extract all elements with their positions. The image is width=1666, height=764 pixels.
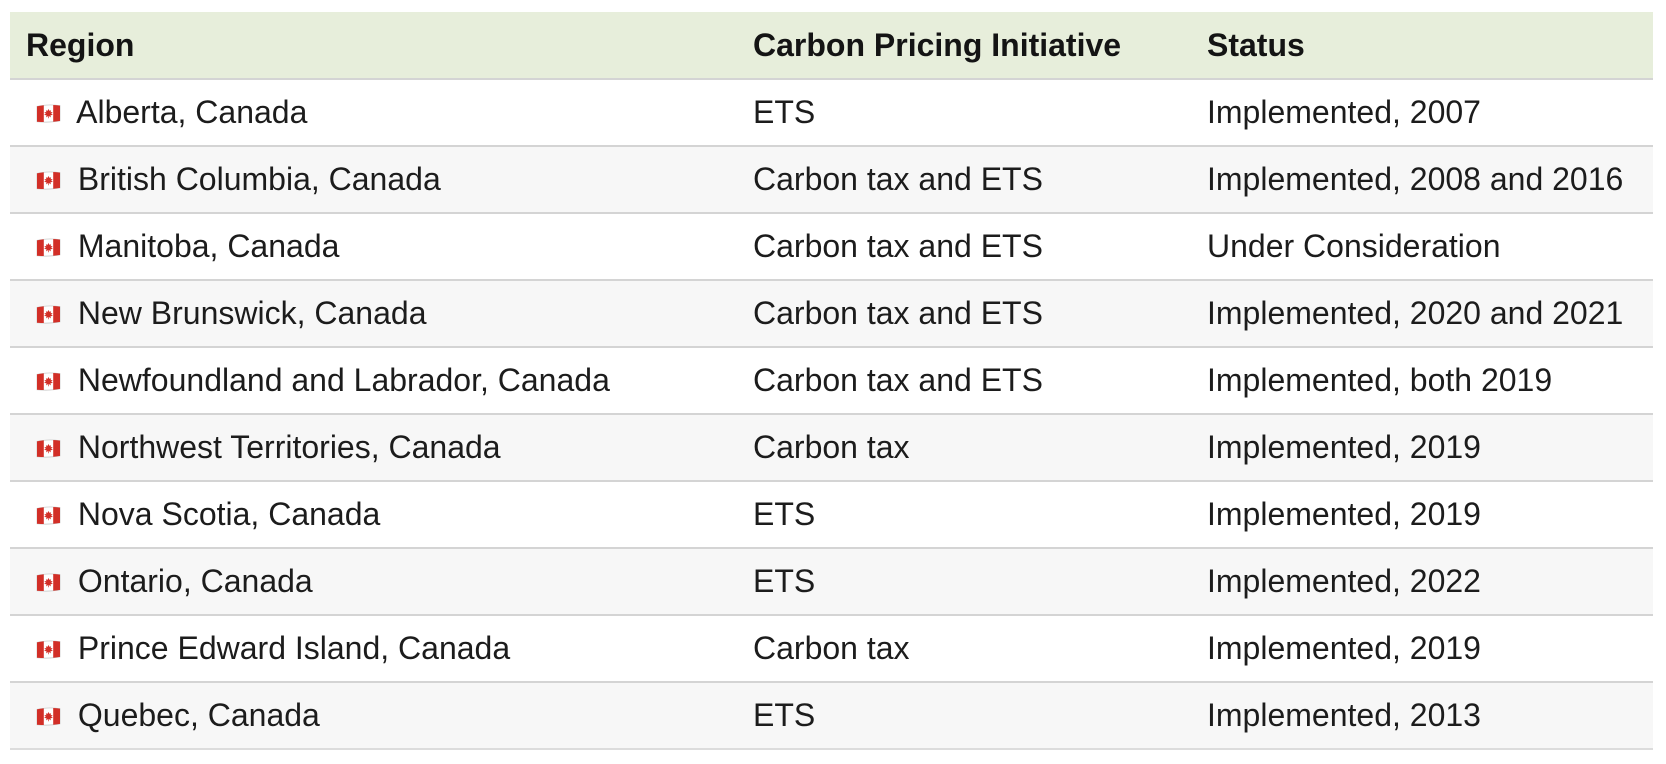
region-label: Prince Edward Island, Canada — [77, 630, 511, 666]
initiative-cell: ETS — [753, 496, 816, 532]
initiative-cell: Carbon tax — [753, 630, 910, 666]
region-cell: Manitoba, Canada — [10, 213, 737, 280]
table-row: Northwest Territories, Canada Carbon tax… — [10, 414, 1653, 481]
canada-flag-icon — [36, 707, 61, 726]
table-row: Alberta, Canada ETS Implemented, 2007 — [10, 79, 1653, 146]
region-cell: Quebec, Canada — [10, 682, 737, 749]
region-cell: Newfoundland and Labrador, Canada — [10, 347, 737, 414]
initiative-cell: ETS — [753, 94, 816, 130]
initiative-cell: ETS — [753, 563, 816, 599]
initiative-cell: ETS — [753, 697, 816, 733]
status-cell: Implemented, 2019 — [1207, 429, 1481, 465]
canada-flag-icon — [36, 238, 61, 257]
region-label: Newfoundland and Labrador, Canada — [77, 362, 610, 398]
initiative-cell: Carbon tax and ETS — [753, 362, 1043, 398]
canada-flag-icon — [36, 640, 61, 659]
canada-flag-icon — [36, 506, 61, 525]
table-header: Region Carbon Pricing Initiative Status — [10, 12, 1653, 79]
column-header-region: Region — [10, 12, 737, 79]
region-cell: Nova Scotia, Canada — [10, 481, 737, 548]
initiative-cell: Carbon tax and ETS — [753, 295, 1043, 331]
status-cell: Under Consideration — [1207, 228, 1501, 264]
region-label: Northwest Territories, Canada — [77, 429, 501, 465]
table-row: Newfoundland and Labrador, Canada Carbon… — [10, 347, 1653, 414]
column-header-initiative: Carbon Pricing Initiative — [737, 12, 1191, 79]
region-label: Quebec, Canada — [77, 697, 320, 733]
region-label: Nova Scotia, Canada — [77, 496, 381, 532]
region-cell: Prince Edward Island, Canada — [10, 615, 737, 682]
carbon-pricing-table: Region Carbon Pricing Initiative Status — [10, 12, 1653, 750]
canada-flag-icon — [36, 171, 61, 190]
table-body: Alberta, Canada ETS Implemented, 2007 — [10, 79, 1653, 749]
table-row: Manitoba, Canada Carbon tax and ETS Unde… — [10, 213, 1653, 280]
canada-flag-icon — [36, 439, 61, 458]
table-row: British Columbia, Canada Carbon tax and … — [10, 146, 1653, 213]
region-cell: Northwest Territories, Canada — [10, 414, 737, 481]
column-header-status: Status — [1191, 12, 1653, 79]
initiative-cell: Carbon tax and ETS — [753, 228, 1043, 264]
region-cell: Ontario, Canada — [10, 548, 737, 615]
region-label: Alberta, Canada — [76, 94, 308, 130]
region-label: New Brunswick, Canada — [77, 295, 427, 331]
region-cell: New Brunswick, Canada — [10, 280, 737, 347]
region-label: Ontario, Canada — [77, 563, 313, 599]
status-cell: Implemented, 2019 — [1207, 496, 1481, 532]
status-cell: Implemented, 2019 — [1207, 630, 1481, 666]
status-cell: Implemented, 2013 — [1207, 697, 1481, 733]
region-cell: Alberta, Canada — [10, 79, 737, 146]
region-label: British Columbia, Canada — [77, 161, 441, 197]
canada-flag-icon — [36, 573, 61, 592]
region-label: Manitoba, Canada — [77, 228, 340, 264]
initiative-cell: Carbon tax and ETS — [753, 161, 1043, 197]
status-cell: Implemented, 2007 — [1207, 94, 1481, 130]
canada-flag-icon — [36, 305, 61, 324]
table-row: Quebec, Canada ETS Implemented, 2013 — [10, 682, 1653, 749]
status-cell: Implemented, 2020 and 2021 — [1207, 295, 1624, 331]
status-cell: Implemented, both 2019 — [1207, 362, 1553, 398]
status-cell: Implemented, 2008 and 2016 — [1207, 161, 1624, 197]
header-row: Region Carbon Pricing Initiative Status — [10, 12, 1653, 79]
table-row: Nova Scotia, Canada ETS Implemented, 201… — [10, 481, 1653, 548]
table-row: Ontario, Canada ETS Implemented, 2022 — [10, 548, 1653, 615]
table-row: New Brunswick, Canada Carbon tax and ETS… — [10, 280, 1653, 347]
table-row: Prince Edward Island, Canada Carbon tax … — [10, 615, 1653, 682]
status-cell: Implemented, 2022 — [1207, 563, 1481, 599]
canada-flag-icon — [36, 104, 61, 123]
region-cell: British Columbia, Canada — [10, 146, 737, 213]
initiative-cell: Carbon tax — [753, 429, 910, 465]
canada-flag-icon — [36, 372, 61, 391]
